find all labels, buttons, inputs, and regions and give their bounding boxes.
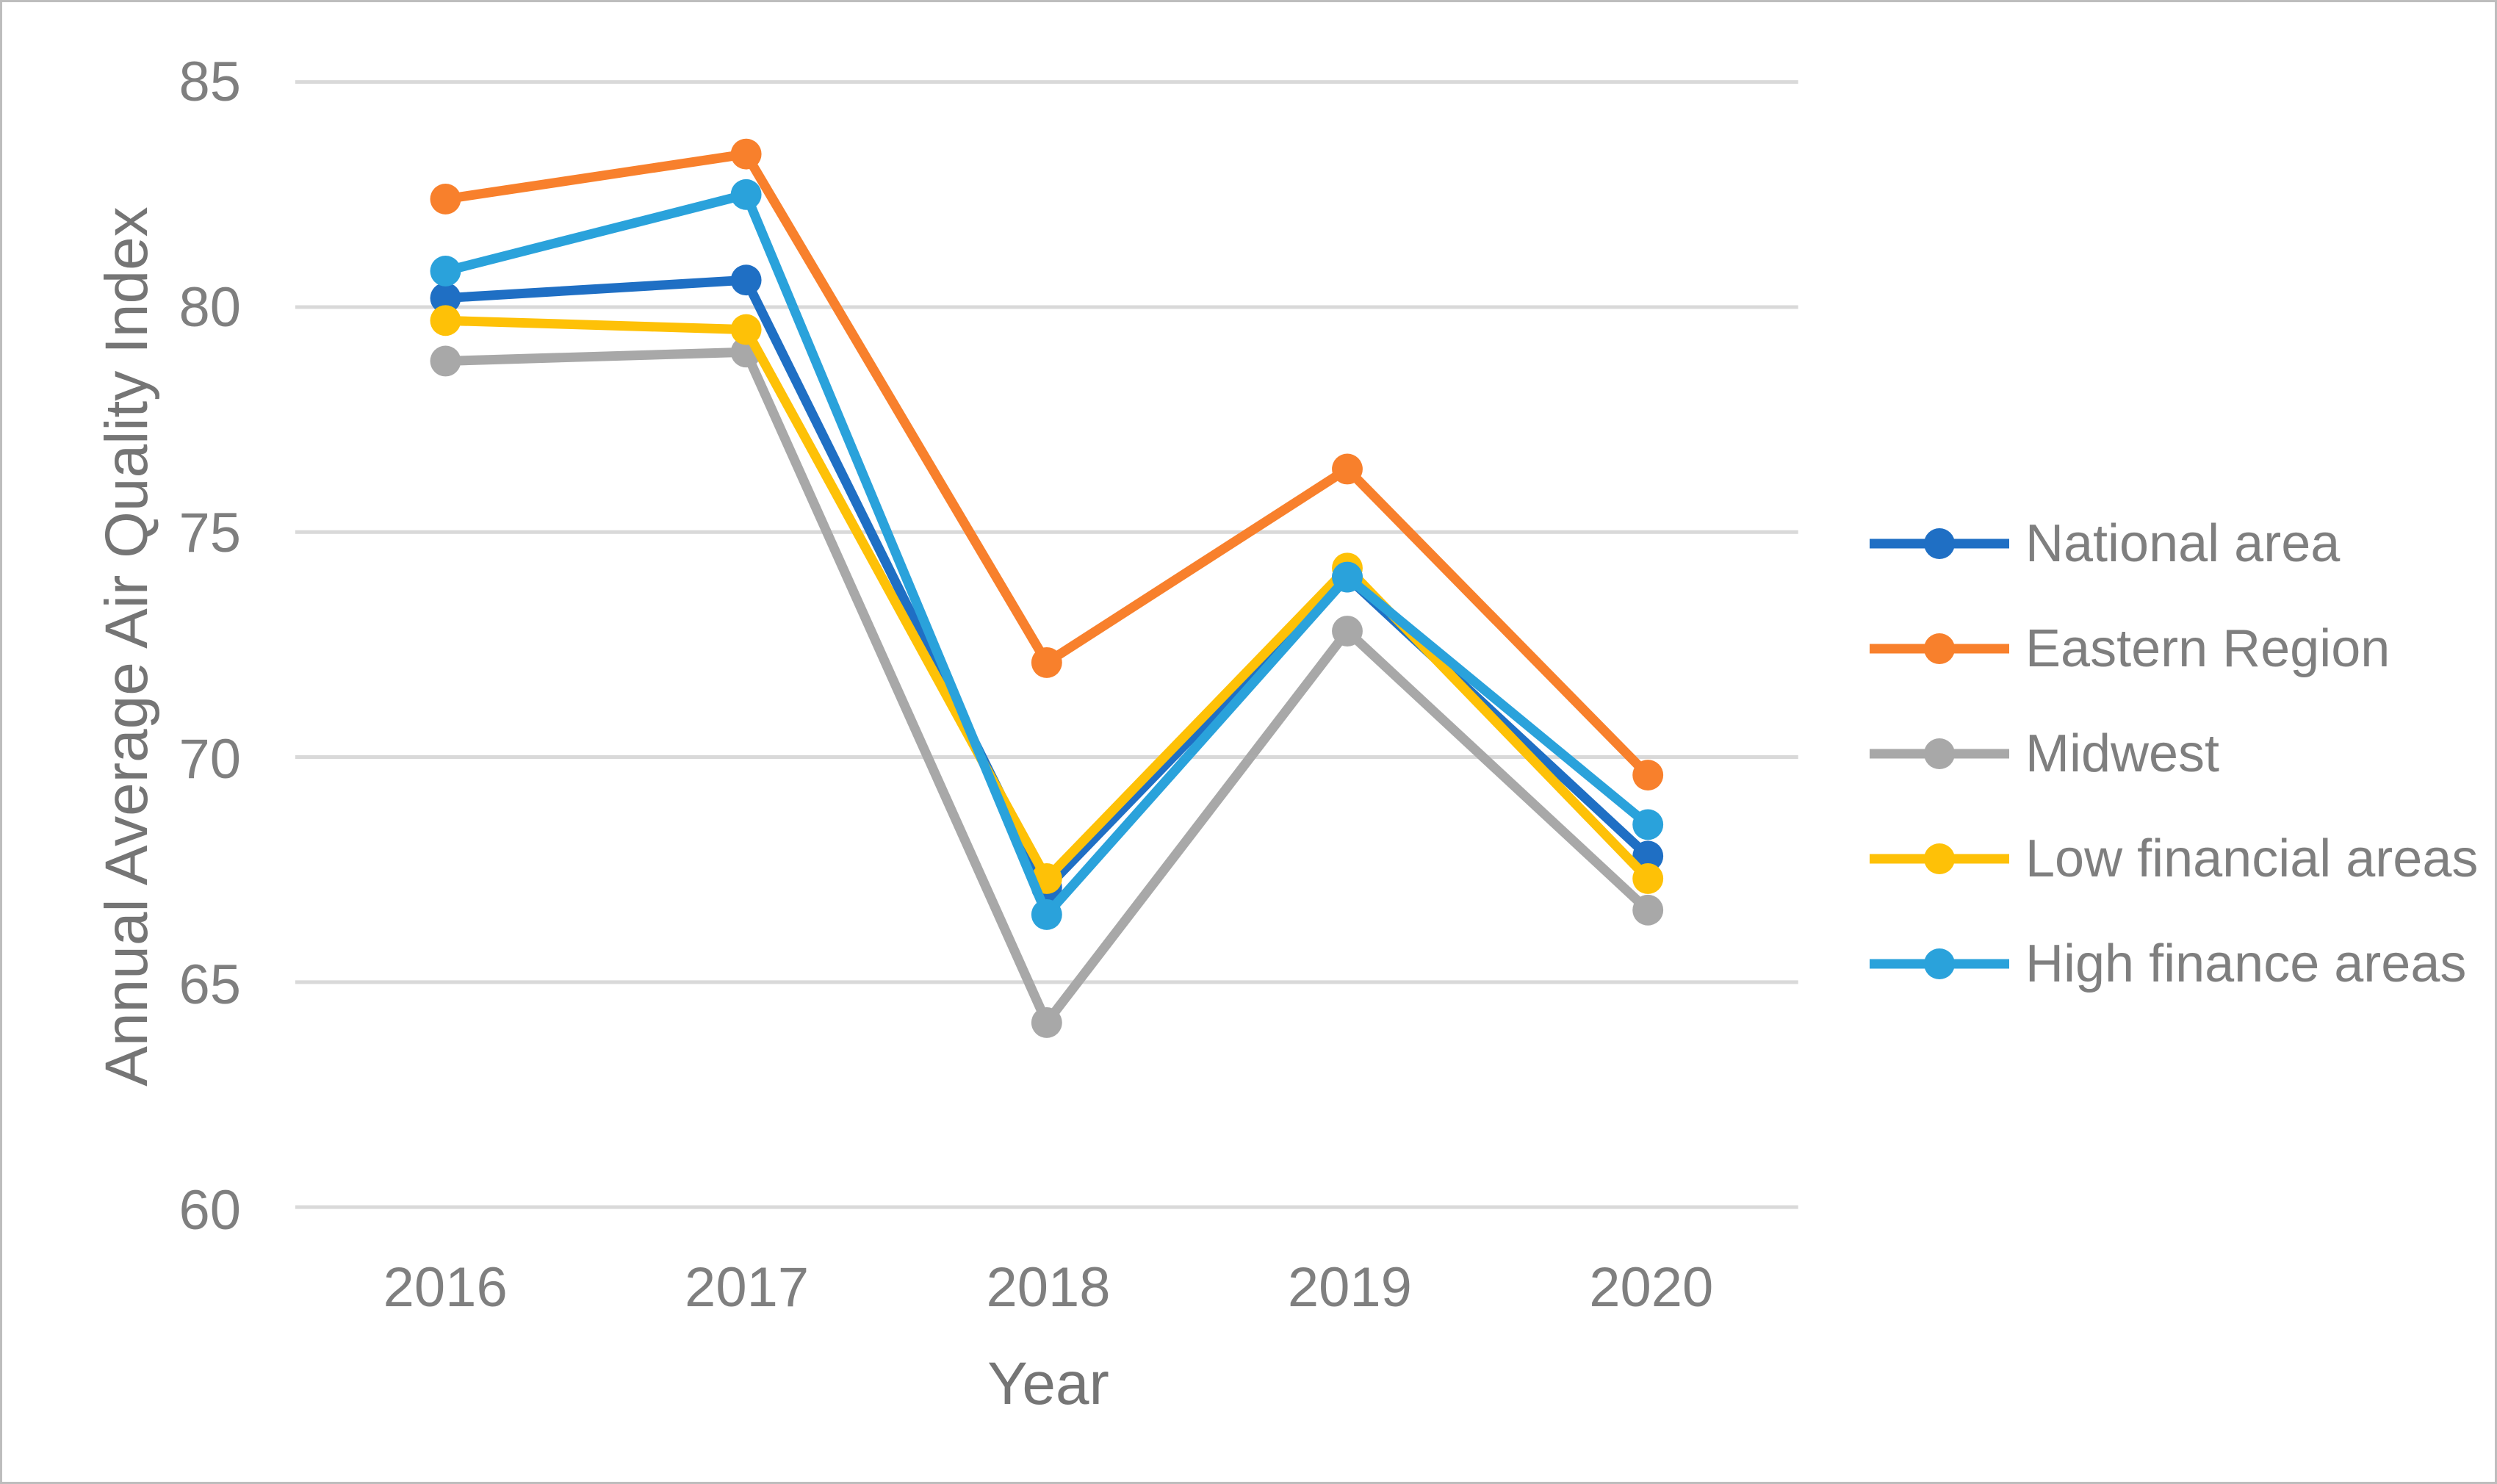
y-tick-label-70: 70 (179, 727, 241, 790)
legend-item-high-finance-areas: High finance areas (1870, 931, 2466, 997)
legend-marker-eastern-region (1870, 633, 2009, 664)
legend: National area Eastern Region Midwest Low fi… (1870, 2, 2494, 1482)
x-tick-label-2020: 2020 (1589, 1256, 1714, 1319)
data-point-high-finance-areas-2018 (1031, 899, 1062, 930)
y-tick-label-75: 75 (179, 502, 241, 565)
legend-marker-high-finance-areas (1870, 948, 2009, 979)
data-point-eastern-region-2017 (730, 138, 762, 170)
data-point-midwest-2019 (1332, 616, 1363, 646)
data-point-high-finance-areas-2020 (1632, 809, 1664, 840)
data-point-low-financial-areas-2020 (1632, 862, 1664, 894)
series-high-finance-areas (430, 179, 1664, 930)
series-line-high-finance-areas (440, 190, 1653, 920)
y-tick-label-80: 80 (179, 276, 241, 339)
legend-marker-national-area (1870, 528, 2009, 559)
data-point-eastern-region-2019 (1332, 453, 1363, 485)
legend-label-high-finance-areas: High finance areas (2025, 934, 2467, 993)
data-point-high-finance-areas-2019 (1332, 561, 1363, 593)
legend-label-national-area: National area (2025, 514, 2341, 573)
legend-item-low-financial-areas: Low financial areas (1870, 826, 2478, 892)
legend-marker-low-financial-areas (1870, 843, 2009, 874)
series-midwest (430, 336, 1664, 1038)
legend-item-eastern-region: Eastern Region (1870, 616, 2390, 682)
data-point-high-finance-areas-2017 (730, 179, 762, 210)
data-point-eastern-region-2016 (430, 184, 461, 215)
y-axis-title: Annual Average Air Quality Index (93, 206, 160, 1087)
legend-item-midwest: Midwest (1870, 721, 2219, 787)
data-point-eastern-region-2018 (1031, 646, 1062, 678)
legend-label-midwest: Midwest (2025, 724, 2220, 783)
x-tick-label-2017: 2017 (685, 1256, 810, 1319)
data-point-midwest-2018 (1031, 1007, 1062, 1038)
data-point-midwest-2020 (1632, 894, 1664, 926)
legend-dot-national-area (1924, 528, 1955, 559)
legend-label-eastern-region: Eastern Region (2025, 619, 2390, 678)
data-point-low-financial-areas-2016 (430, 305, 461, 336)
legend-dot-midwest (1924, 738, 1955, 769)
data-point-midwest-2016 (430, 345, 461, 377)
y-tick-label-60: 60 (179, 1179, 241, 1242)
data-point-national-area-2020 (1632, 840, 1664, 872)
y-tick-label-65: 65 (179, 953, 241, 1016)
y-tick-label-85: 85 (179, 51, 241, 113)
data-point-national-area-2017 (730, 264, 762, 296)
series-line-national-area (440, 275, 1653, 893)
data-point-low-financial-areas-2017 (730, 314, 762, 345)
series-group (430, 138, 1664, 1038)
legend-dot-high-finance-areas (1924, 948, 1955, 979)
data-point-national-area-2016 (430, 282, 461, 314)
legend-dot-eastern-region (1924, 633, 1955, 664)
legend-dot-low-financial-areas (1924, 843, 1955, 874)
legend-item-national-area: National area (1870, 511, 2340, 577)
data-point-high-finance-areas-2016 (430, 256, 461, 287)
series-eastern-region (430, 138, 1664, 790)
x-tick-label-2018: 2018 (986, 1256, 1111, 1319)
series-line-low-financial-areas (440, 315, 1653, 884)
legend-label-low-financial-areas: Low financial areas (2025, 829, 2479, 888)
data-point-eastern-region-2020 (1632, 760, 1664, 790)
x-axis-title: Year (987, 1350, 1109, 1417)
gridlines (295, 80, 1798, 1209)
x-tick-label-2016: 2016 (383, 1256, 508, 1319)
x-tick-label-2019: 2019 (1287, 1256, 1412, 1319)
legend-marker-midwest (1870, 738, 2009, 769)
